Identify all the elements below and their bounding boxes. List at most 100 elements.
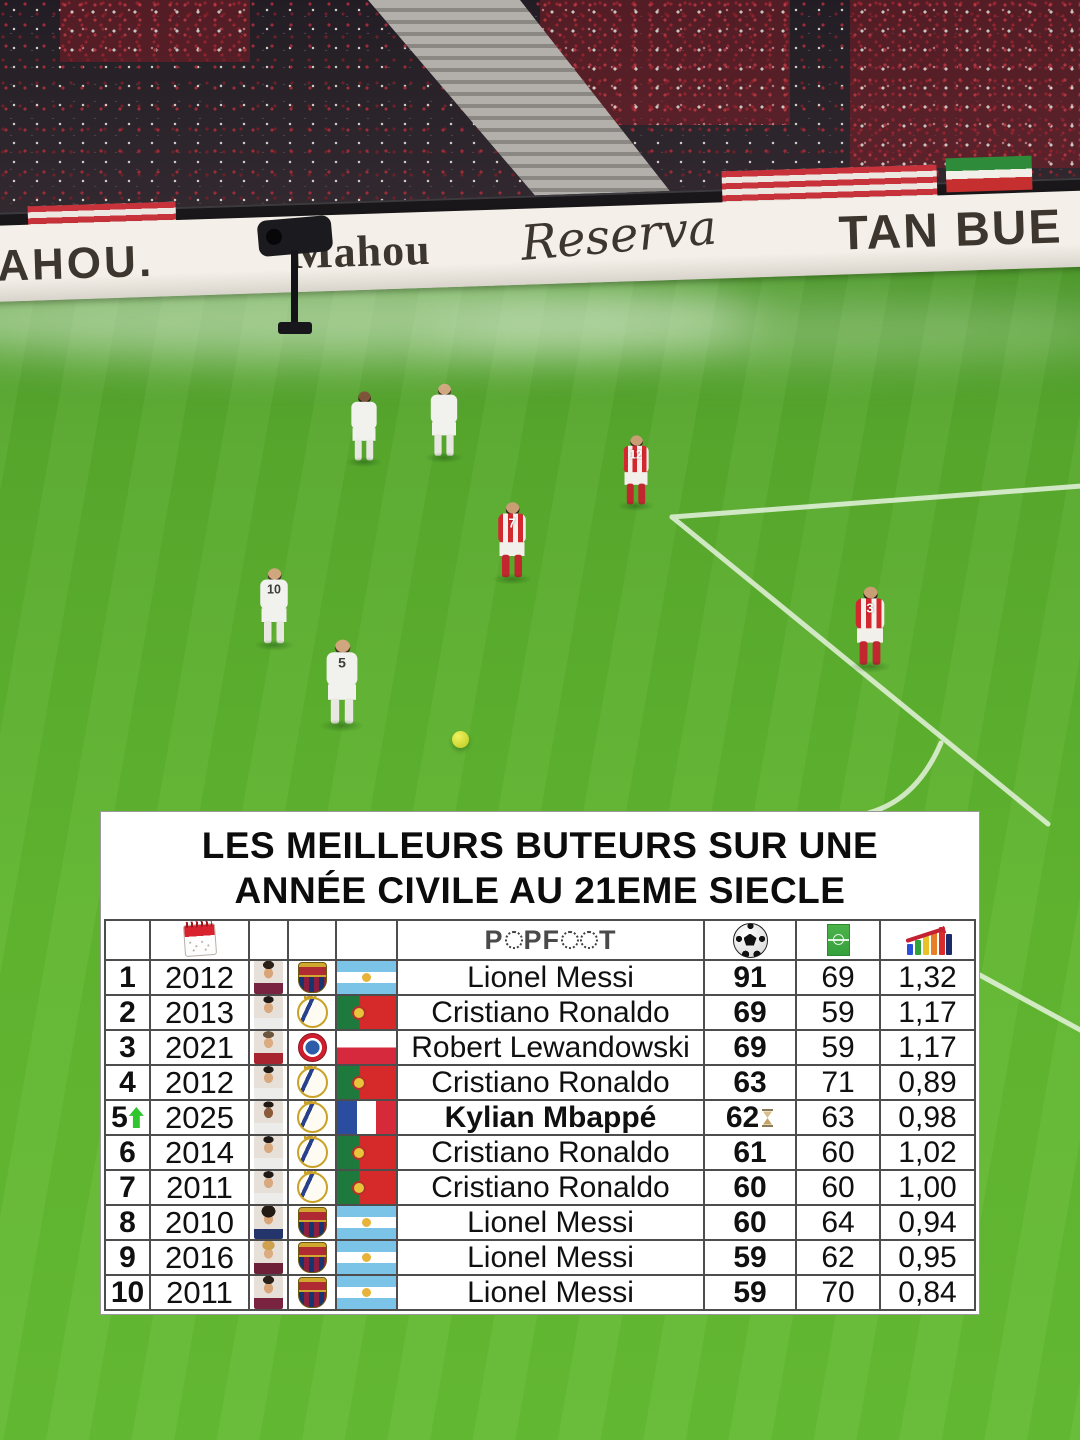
- goals-cell: 60: [705, 1206, 795, 1239]
- photo-cell: [250, 1241, 287, 1274]
- club-cell: [289, 1101, 335, 1134]
- camera-base: [278, 322, 312, 334]
- player-photo-messi: [254, 1241, 283, 1274]
- matches-cell: 62: [797, 1241, 879, 1274]
- tan-buena-ad-text: TAN BUE: [837, 200, 1064, 261]
- country-cell: [337, 1101, 396, 1134]
- flag-portugal: [337, 1066, 396, 1099]
- matches-cell: 63: [797, 1101, 879, 1134]
- jersey-number: 12: [629, 449, 643, 462]
- player-photo-ronaldo: [254, 1171, 283, 1204]
- player-real-madrid-on-ball: [424, 383, 464, 463]
- matches-cell: 71: [797, 1066, 879, 1099]
- player-name-cell: Robert Lewandowski: [398, 1031, 703, 1064]
- photo-cell: [250, 1031, 287, 1064]
- player-name-cell: Cristiano Ronaldo: [398, 1066, 703, 1099]
- table-title-line1: LES MEILLEURS BUTEURS SUR UNE: [201, 825, 879, 866]
- rank-cell: 2: [106, 996, 149, 1029]
- header-rank-cell: [106, 921, 149, 959]
- photo-cell: [250, 1136, 287, 1169]
- matches-cell: 60: [797, 1136, 879, 1169]
- jersey-number: 7: [508, 517, 516, 531]
- flag-poland: [337, 1031, 396, 1064]
- stats-table-panel: LES MEILLEURS BUTEURS SUR UNE ANNÉE CIVI…: [100, 811, 980, 1315]
- matches-cell: 64: [797, 1206, 879, 1239]
- country-cell: [337, 1276, 396, 1309]
- player-real-madrid-10: 10: [254, 568, 294, 651]
- header-photo-cell: [250, 921, 287, 959]
- country-cell: [337, 961, 396, 994]
- ball-o-icon: [580, 931, 599, 949]
- stadium-crowd: [0, 0, 1080, 236]
- rank-cell: 3: [106, 1031, 149, 1064]
- jersey-number: 3: [866, 602, 874, 617]
- rank-cell: 10: [106, 1276, 149, 1309]
- photo-cell: [250, 1171, 287, 1204]
- club-badge-real-madrid: [296, 1137, 328, 1168]
- hourglass-icon: [762, 1108, 774, 1127]
- pitch-haze: [430, 300, 1080, 362]
- rank-cell: 5: [106, 1101, 149, 1134]
- country-cell: [337, 1031, 396, 1064]
- player-athletic-12: 12: [617, 435, 655, 512]
- player-name-cell: Lionel Messi: [398, 1206, 703, 1239]
- club-badge-real-madrid: [296, 1172, 328, 1203]
- photo-cell: [250, 1066, 287, 1099]
- club-cell: [289, 1241, 335, 1274]
- flag-argentina: [337, 1206, 396, 1239]
- header-country-cell: [337, 921, 396, 959]
- country-cell: [337, 1206, 396, 1239]
- flag-argentina: [337, 1241, 396, 1274]
- crowd-red-section: [850, 0, 1080, 168]
- goals-cell: 69: [705, 1031, 795, 1064]
- club-cell: [289, 996, 335, 1029]
- player-photo-ronaldo: [254, 1066, 283, 1099]
- rising-bar-chart-icon: [904, 924, 952, 956]
- player-name-cell: Cristiano Ronaldo: [398, 1171, 703, 1204]
- rank-cell: 4: [106, 1066, 149, 1099]
- player-name-cell: Kylian Mbappé: [398, 1101, 703, 1134]
- ball-o-icon: [504, 931, 523, 949]
- player-name-cell: Lionel Messi: [398, 1276, 703, 1309]
- year-cell: 2012: [151, 961, 248, 994]
- country-cell: [337, 1171, 396, 1204]
- match-ball: [452, 731, 469, 748]
- player-athletic-7: 7: [492, 502, 532, 585]
- matches-cell: 60: [797, 1171, 879, 1204]
- year-cell: 2016: [151, 1241, 248, 1274]
- mahou-partial-text: AHOU.: [0, 236, 155, 291]
- club-badge-real-madrid: [296, 997, 328, 1028]
- club-badge-real-madrid: [296, 1067, 328, 1098]
- ratio-cell: 1,32: [881, 961, 974, 994]
- ratio-cell: 0,98: [881, 1101, 974, 1134]
- club-badge-barcelona: [297, 1207, 327, 1238]
- matches-cell: 59: [797, 1031, 879, 1064]
- goals-cell: 60: [705, 1171, 795, 1204]
- ratio-cell: 0,94: [881, 1206, 974, 1239]
- soccer-ball-icon: [732, 922, 768, 958]
- flag-france: [337, 1101, 396, 1134]
- flag-portugal: [337, 996, 396, 1029]
- year-cell: 2021: [151, 1031, 248, 1064]
- country-cell: [337, 996, 396, 1029]
- photo-cell: [250, 961, 287, 994]
- goals-cell: 91: [705, 961, 795, 994]
- player-name-cell: Lionel Messi: [398, 1241, 703, 1274]
- goals-cell: 61: [705, 1136, 795, 1169]
- calendar-icon: [182, 922, 217, 958]
- popfoot-letters: PF: [523, 924, 561, 955]
- rank-cell: 7: [106, 1171, 149, 1204]
- reserva-script-text: Reserva: [518, 199, 719, 272]
- club-badge-barcelona: [297, 1242, 327, 1273]
- player-real-madrid-5: 5: [319, 639, 365, 732]
- header-ratio-cell: [881, 921, 974, 959]
- popfoot-letter: P: [484, 924, 504, 955]
- matches-cell: 69: [797, 961, 879, 994]
- goals-cell: 59: [705, 1276, 795, 1309]
- crowd-red-section: [540, 0, 790, 125]
- ratio-cell: 0,95: [881, 1241, 974, 1274]
- year-cell: 2010: [151, 1206, 248, 1239]
- camera-lens-icon: [265, 228, 283, 246]
